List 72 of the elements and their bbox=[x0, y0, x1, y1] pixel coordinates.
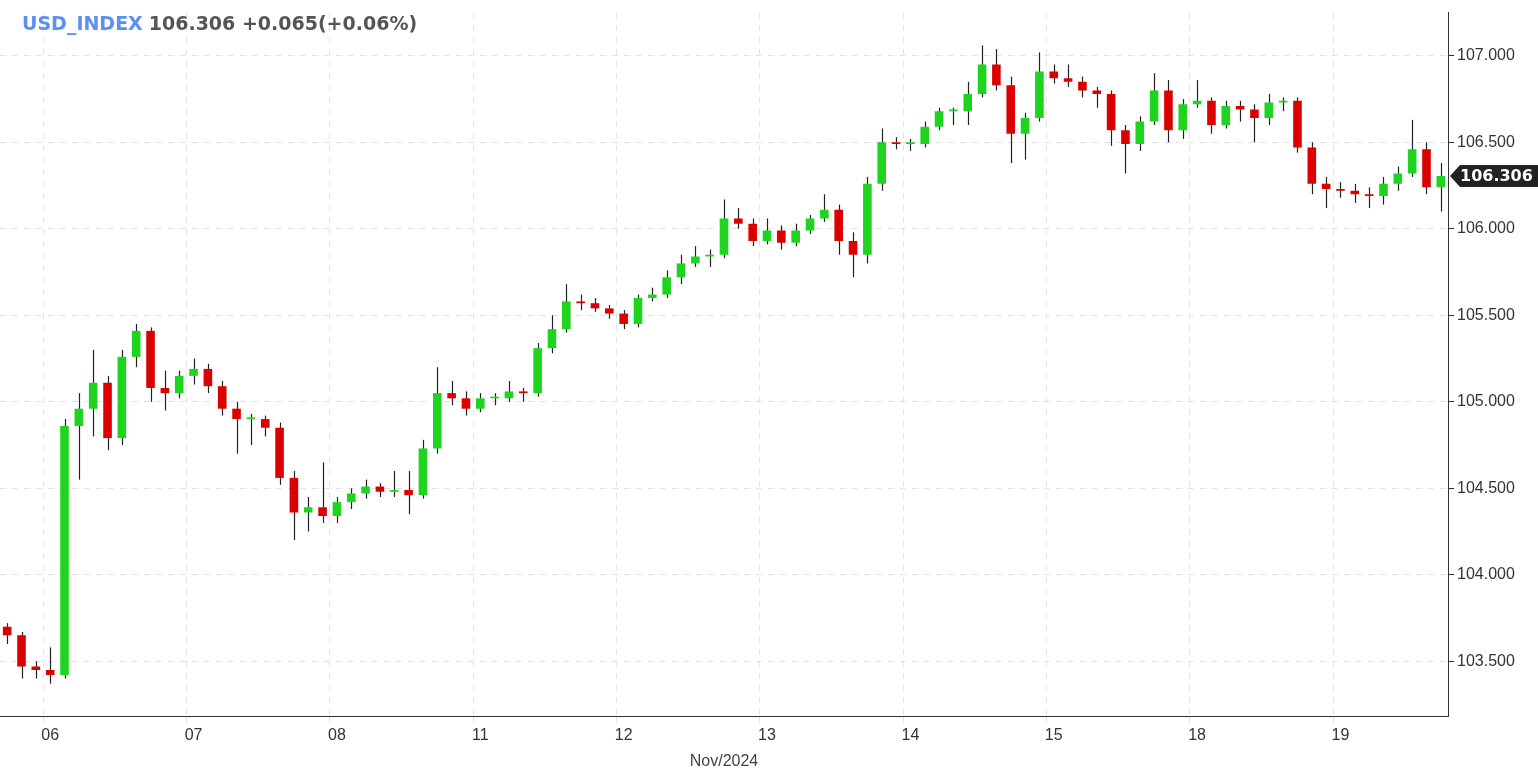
candlestick bbox=[848, 231, 858, 278]
candlestick bbox=[676, 254, 686, 285]
x-tick-label: 19 bbox=[1331, 725, 1350, 743]
candlestick bbox=[246, 413, 256, 446]
candlestick bbox=[777, 224, 786, 251]
candlestick bbox=[389, 470, 399, 498]
candlestick bbox=[1135, 115, 1145, 152]
candlestick bbox=[504, 380, 514, 403]
y-tick-label: 105.000 bbox=[1457, 392, 1515, 410]
candlestick bbox=[920, 120, 930, 149]
candlestick bbox=[1221, 100, 1231, 130]
candlestick bbox=[1020, 112, 1030, 161]
x-tick-label: 14 bbox=[901, 725, 920, 743]
candlestick bbox=[361, 479, 370, 500]
candlestick bbox=[346, 487, 356, 510]
x-tick-label: 15 bbox=[1044, 725, 1063, 743]
y-tick-label: 106.500 bbox=[1457, 132, 1515, 150]
candlestick bbox=[174, 370, 184, 399]
candlestick bbox=[203, 363, 213, 394]
candlestick bbox=[232, 401, 241, 455]
candlestick bbox=[691, 245, 700, 268]
y-tick-label: 104.000 bbox=[1457, 565, 1515, 583]
candlestick bbox=[748, 217, 757, 247]
candlestick bbox=[404, 470, 413, 515]
candlestick bbox=[1264, 93, 1274, 126]
candlestick bbox=[74, 392, 84, 481]
text: 106.306 bbox=[1460, 166, 1533, 186]
candlestick bbox=[1092, 86, 1102, 109]
candlestick bbox=[461, 390, 471, 417]
candlestick bbox=[1063, 63, 1073, 88]
candlestick bbox=[189, 357, 198, 386]
x-tick-label: 13 bbox=[758, 725, 777, 743]
candlestick bbox=[1121, 124, 1130, 175]
y-tick-label: 106.000 bbox=[1457, 219, 1515, 237]
candlestick bbox=[992, 48, 1001, 92]
candlestick bbox=[934, 107, 944, 131]
x-tick-label: 07 bbox=[184, 725, 203, 743]
x-axis-title: Nov/2024 bbox=[689, 751, 759, 769]
candlestick bbox=[1379, 176, 1388, 206]
candlestick bbox=[303, 496, 313, 533]
x-tick-label: 18 bbox=[1188, 725, 1207, 743]
y-tick-label: 107.000 bbox=[1457, 46, 1515, 64]
candlestick bbox=[217, 380, 227, 417]
candlestick bbox=[762, 217, 772, 245]
candlestick bbox=[805, 214, 815, 235]
candlestick bbox=[662, 269, 671, 299]
x-tick-label: 06 bbox=[41, 725, 60, 743]
candlestick bbox=[1393, 165, 1403, 192]
candlestick bbox=[475, 392, 485, 413]
candlestick bbox=[547, 314, 557, 354]
x-tick-label: 11 bbox=[471, 725, 489, 743]
candlestick bbox=[619, 309, 628, 330]
candlestick bbox=[1250, 103, 1259, 143]
candlestick bbox=[332, 496, 342, 524]
candlestick bbox=[1364, 186, 1374, 209]
candlestick bbox=[1049, 63, 1059, 85]
candlestick bbox=[447, 380, 456, 406]
candlestick bbox=[1436, 162, 1446, 213]
candlestick bbox=[318, 461, 327, 524]
candlestick bbox=[1078, 76, 1087, 98]
chart-title: USD_INDEX bbox=[22, 12, 143, 34]
x-tick-label: 08 bbox=[328, 725, 346, 743]
y-tick-label: 103.500 bbox=[1457, 651, 1515, 669]
x-tick-label: 12 bbox=[614, 725, 633, 743]
candlestick bbox=[820, 193, 829, 223]
chart-subtitle: 106.306 +0.065(+0.06%) bbox=[148, 12, 418, 34]
candlestick bbox=[791, 223, 800, 247]
candlestick bbox=[260, 415, 270, 437]
candlestick bbox=[963, 81, 973, 126]
candlestick bbox=[734, 207, 743, 230]
y-tick-label: 104.500 bbox=[1457, 478, 1515, 496]
y-tick-label: 105.500 bbox=[1457, 305, 1515, 323]
